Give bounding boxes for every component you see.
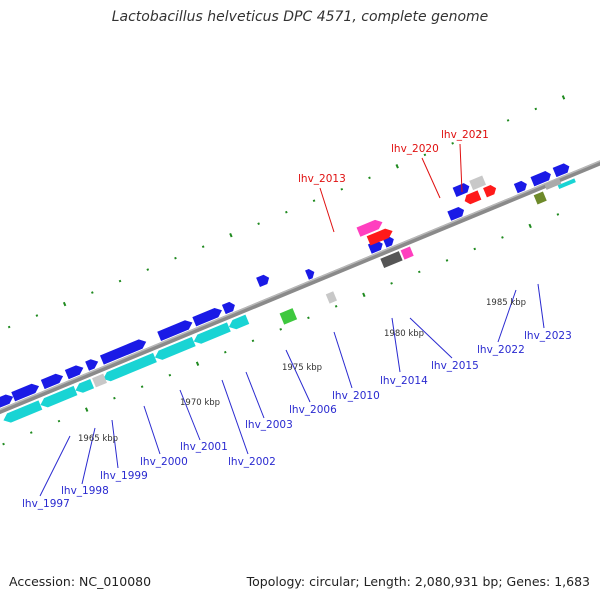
gene-grey[interactable]: [544, 178, 562, 190]
genome-backbone-highlight: [0, 149, 600, 419]
gene-label-lhv_2000[interactable]: lhv_2000: [140, 456, 188, 468]
reverse-genes: [2, 178, 576, 425]
genome-title: Lactobacillus helveticus DPC 4571, compl…: [111, 9, 489, 25]
gene-red[interactable]: [366, 226, 395, 246]
gene-forward[interactable]: [192, 306, 224, 327]
gene-forward[interactable]: [99, 337, 148, 365]
leader-lines-red: [319, 143, 463, 233]
gene-label-lhv_2014[interactable]: lhv_2014: [380, 375, 428, 387]
gene-forward[interactable]: [85, 357, 100, 371]
gene-reverse[interactable]: [74, 378, 95, 395]
gene-forward[interactable]: [552, 162, 572, 178]
gene-forward[interactable]: [40, 372, 65, 390]
gene-grey[interactable]: [92, 373, 107, 388]
forward-genes: [0, 162, 572, 409]
gene-green[interactable]: [279, 308, 298, 325]
gene-forward[interactable]: [221, 300, 237, 315]
gene-forward[interactable]: [305, 267, 316, 280]
gene-label-lhv_2021[interactable]: lhv_2021: [441, 129, 489, 141]
gene-dark[interactable]: [380, 251, 403, 269]
gene-forward[interactable]: [256, 273, 271, 288]
gene-label-lhv_1998[interactable]: lhv_1998: [61, 485, 109, 497]
genome-backbone: [0, 149, 600, 422]
gene-forward[interactable]: [513, 179, 529, 194]
gene-label-lhv_2023[interactable]: lhv_2023: [524, 330, 572, 342]
gene-reverse[interactable]: [153, 336, 196, 362]
gene-label-lhv_2002[interactable]: lhv_2002: [228, 456, 276, 468]
scale-label: 1975 kbp: [282, 363, 322, 373]
track-group: [0, 95, 600, 446]
gene-reverse[interactable]: [557, 178, 576, 190]
gene-forward[interactable]: [64, 363, 85, 380]
gene-reverse[interactable]: [38, 385, 78, 410]
gene-label-lhv_2010[interactable]: lhv_2010: [332, 390, 380, 402]
gene-label-lhv_2020[interactable]: lhv_2020: [391, 143, 439, 155]
gene-forward[interactable]: [157, 318, 194, 341]
gene-forward[interactable]: [530, 169, 552, 187]
gene-forward[interactable]: [447, 205, 466, 221]
genome-summary-text: Topology: circular; Length: 2,080,931 bp…: [246, 574, 590, 589]
gene-forward[interactable]: [0, 392, 15, 409]
scale-label: 1985 kbp: [486, 298, 526, 308]
scale-label: 1965 kbp: [78, 434, 118, 444]
gene-grey[interactable]: [469, 175, 487, 191]
gene-forward[interactable]: [11, 381, 41, 402]
gene-red[interactable]: [483, 183, 498, 198]
gene-label-lhv_2006[interactable]: lhv_2006: [289, 404, 337, 416]
tick-row-outer: [7, 95, 566, 329]
gene-reverse[interactable]: [192, 322, 231, 346]
gene-reverse[interactable]: [227, 314, 250, 332]
gene-label-lhv_2015[interactable]: lhv_2015: [431, 360, 479, 372]
gene-olive[interactable]: [533, 191, 547, 205]
gene-label-lhv_2001[interactable]: lhv_2001: [180, 441, 228, 453]
gene-label-lhv_2003[interactable]: lhv_2003: [245, 419, 293, 431]
gene-forward[interactable]: [452, 182, 472, 197]
gene-reverse[interactable]: [101, 352, 157, 384]
gene-reverse[interactable]: [2, 400, 43, 425]
tick-row-inner: [2, 213, 560, 446]
gene-label-lhv_1999[interactable]: lhv_1999: [100, 470, 148, 482]
gene-label-lhv_1997[interactable]: lhv_1997: [22, 498, 70, 510]
gene-pink[interactable]: [356, 218, 385, 237]
scale-label: 1970 kbp: [180, 398, 220, 408]
gene-pink[interactable]: [400, 246, 414, 260]
leader-lines-blue: [39, 283, 545, 497]
scale-label: 1980 kbp: [384, 329, 424, 339]
accession-text: Accession: NC_010080: [9, 574, 152, 589]
gene-grey[interactable]: [325, 291, 338, 304]
gene-label-lhv_2022[interactable]: lhv_2022: [477, 344, 525, 356]
gene-label-lhv_2013[interactable]: lhv_2013: [298, 173, 346, 185]
gene-red[interactable]: [463, 190, 482, 205]
